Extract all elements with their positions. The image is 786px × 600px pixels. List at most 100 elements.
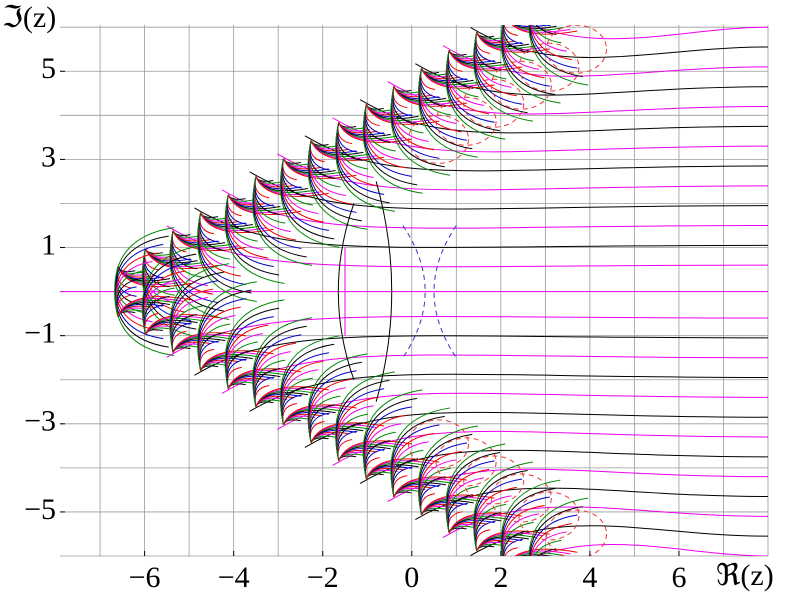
x-tick-label: 6 [671,561,686,594]
contour [172,332,247,353]
y-tick-label: −1 [24,317,56,350]
contour [529,25,578,69]
contour [501,504,545,556]
contour [532,0,584,10]
contour [502,25,534,62]
contour [501,25,540,70]
contour [463,78,525,128]
contour [375,181,393,402]
contour [393,476,467,497]
contour [503,25,518,36]
contours [60,0,768,587]
contour [448,50,523,71]
contour [224,194,285,284]
contour [500,25,561,104]
contour [169,263,230,353]
contour [114,227,175,317]
contour [421,494,495,515]
contour [445,443,506,533]
contour [531,25,567,52]
contour [528,506,583,556]
contour [304,135,768,172]
contour [503,538,524,556]
contour [473,461,533,551]
contour [445,50,506,140]
contour [528,25,589,86]
y-tick-label: 5 [41,52,56,85]
contour [546,25,608,74]
contour [417,68,478,158]
contour [533,539,562,556]
contour [532,577,570,587]
contour [362,104,423,194]
contour [532,575,577,587]
contour [531,0,545,17]
contour [515,550,571,556]
contour [283,404,357,425]
contour [517,552,564,556]
contour [194,207,768,248]
contour [546,509,608,556]
contour [504,14,521,19]
contour [279,335,340,425]
contour [529,514,578,556]
contour [304,411,768,448]
y-axis-label: ℑ(z) [2,1,56,34]
contour [535,25,557,35]
contour [252,176,313,266]
contour [221,189,768,229]
contour [332,117,768,153]
contour [502,25,529,53]
contour [421,68,495,89]
contour [532,0,570,7]
contour [528,25,768,40]
contour [473,32,533,122]
contour [490,60,552,110]
contour [338,440,412,461]
contour [530,25,573,61]
contour [283,158,357,179]
contour [502,530,529,556]
contour [531,531,567,556]
contour [252,317,313,407]
contour [435,96,497,146]
contour [365,104,440,125]
x-tick-label: −2 [307,561,339,594]
contour [390,86,451,176]
contour [197,281,257,371]
contour [200,212,274,233]
contour [197,212,257,302]
contour [310,422,385,443]
contour [532,0,556,3]
contour [390,407,451,497]
contour [338,122,412,143]
contour [194,335,768,376]
x-tick-label: −6 [129,561,161,594]
contour [224,299,285,389]
contour [531,566,545,587]
contour [532,0,591,12]
contour [255,176,329,197]
contour [476,32,550,53]
contour [504,14,528,21]
contour [504,559,542,569]
contour [532,0,605,16]
contour [516,25,550,28]
contour [277,392,768,430]
contour [407,114,469,164]
contour [362,389,423,479]
contour [470,525,768,556]
contour [519,554,554,556]
contour [227,368,302,389]
contour [530,522,573,556]
contour [335,371,395,461]
contour [518,491,580,541]
contour [532,580,556,587]
contour [504,560,535,568]
contour [463,455,525,505]
contour [532,573,584,587]
contour [501,25,545,79]
contour [476,530,550,552]
contour [365,458,440,479]
